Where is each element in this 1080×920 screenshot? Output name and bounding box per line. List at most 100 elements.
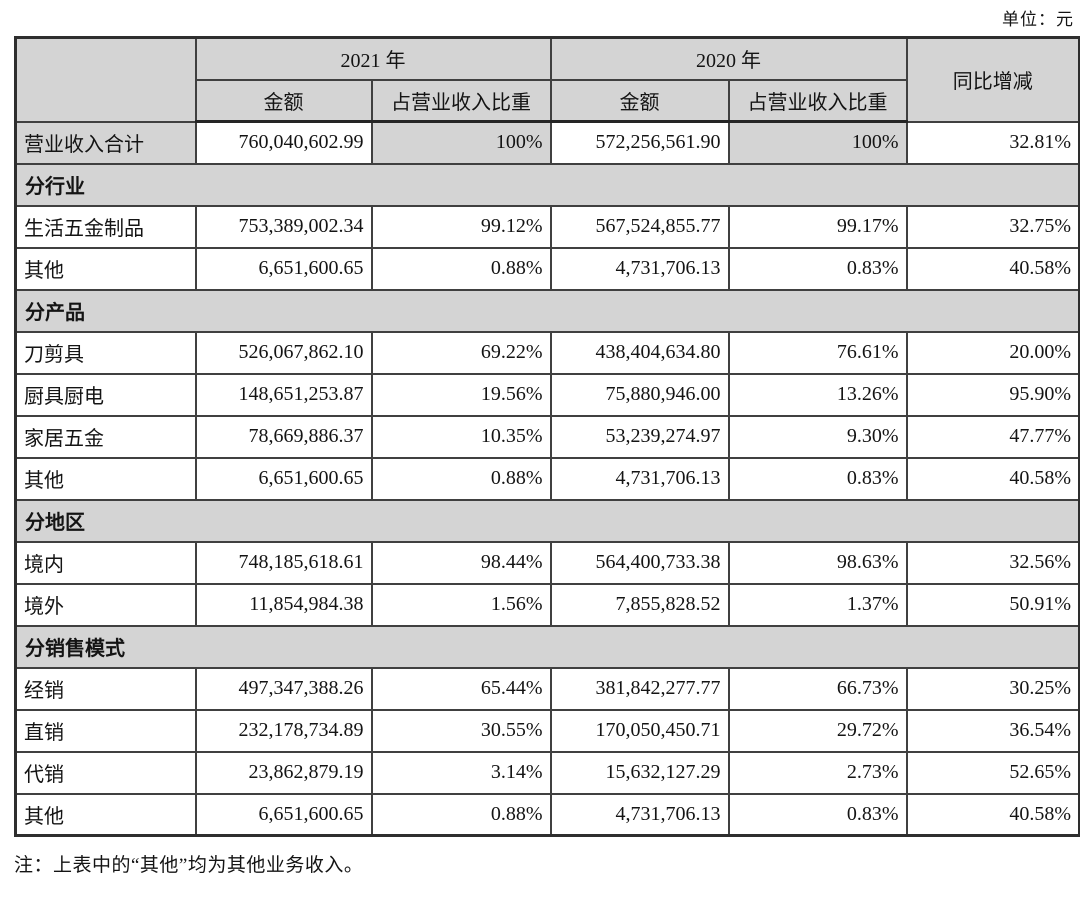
ratio-2021-cell: 1.56% [370,582,552,627]
table-row: 境外 11,854,984.38 1.56% 7,855,828.52 1.37… [14,582,1080,627]
amount-2021-cell: 497,347,388.26 [194,666,373,711]
row-label-cell: 其他 [14,246,197,291]
table-row: 直销 232,178,734.89 30.55% 170,050,450.71 … [14,708,1080,753]
section-title: 分产品 [14,288,1080,333]
year-2020-header: 2020 年 [549,36,908,81]
amount-2020-cell: 15,632,127.29 [549,750,730,795]
amount-2020-cell: 381,842,277.77 [549,666,730,711]
ratio-2021-header: 占营业收入比重 [370,78,552,123]
total-revenue-row: 营业收入合计 760,040,602.99 100% 572,256,561.9… [14,120,1080,165]
amount-2020-cell: 572,256,561.90 [549,120,730,165]
row-label-cell: 生活五金制品 [14,204,197,249]
unit-label: 单位：元 [1002,10,1074,29]
section-title: 分地区 [14,498,1080,543]
ratio-2020-cell: 0.83% [727,456,908,501]
ratio-2020-cell: 76.61% [727,330,908,375]
table-row: 厨具厨电 148,651,253.87 19.56% 75,880,946.00… [14,372,1080,417]
ratio-2020-cell: 66.73% [727,666,908,711]
row-label-cell: 刀剪具 [14,330,197,375]
amount-2021-cell: 23,862,879.19 [194,750,373,795]
amount-2021-cell: 753,389,002.34 [194,204,373,249]
ratio-2021-cell: 10.35% [370,414,552,459]
yoy-cell: 36.54% [905,708,1080,753]
row-label-cell: 其他 [14,792,197,837]
sub-header-row: 金额 占营业收入比重 金额 占营业收入比重 [16,78,1080,123]
amount-2020-cell: 4,731,706.13 [549,456,730,501]
empty-corner-cell [14,36,197,123]
yoy-cell: 20.00% [905,330,1080,375]
ratio-2021-cell: 98.44% [370,540,552,585]
table-row: 其他 6,651,600.65 0.88% 4,731,706.13 0.83%… [14,246,1080,291]
yoy-cell: 47.77% [905,414,1080,459]
yoy-cell: 52.65% [905,750,1080,795]
amount-2021-header: 金额 [194,78,373,123]
ratio-2020-cell: 98.63% [727,540,908,585]
row-label-cell: 经销 [14,666,197,711]
amount-2020-cell: 564,400,733.38 [549,540,730,585]
ratio-2021-cell: 0.88% [370,246,552,291]
row-label-cell: 境外 [14,582,197,627]
amount-2020-header: 金额 [549,78,730,123]
row-label-cell: 其他 [14,456,197,501]
row-label-cell: 厨具厨电 [14,372,197,417]
yoy-header: 同比增减 [905,36,1080,123]
ratio-2020-header: 占营业收入比重 [727,78,908,123]
ratio-2021-cell: 0.88% [370,456,552,501]
row-label-cell: 家居五金 [14,414,197,459]
ratio-2020-cell: 2.73% [727,750,908,795]
table-row: 其他 6,651,600.65 0.88% 4,731,706.13 0.83%… [14,456,1080,501]
yoy-cell: 32.75% [905,204,1080,249]
yoy-cell: 95.90% [905,372,1080,417]
ratio-2021-cell: 3.14% [370,750,552,795]
amount-2021-cell: 6,651,600.65 [194,246,373,291]
amount-2021-cell: 6,651,600.65 [194,456,373,501]
amount-2021-cell: 760,040,602.99 [194,120,373,165]
amount-2020-cell: 7,855,828.52 [549,582,730,627]
ratio-2020-cell: 0.83% [727,792,908,837]
section-header-row-sales-model: 分销售模式 [14,624,1080,669]
table-row: 生活五金制品 753,389,002.34 99.12% 567,524,855… [14,204,1080,249]
ratio-2021-cell: 99.12% [370,204,552,249]
ratio-2021-cell: 69.22% [370,330,552,375]
amount-2020-cell: 567,524,855.77 [549,204,730,249]
amount-2020-cell: 4,731,706.13 [549,792,730,837]
footnote: 注：上表中的“其他”均为其他业务收入。 [14,855,364,876]
table-row: 其他 6,651,600.65 0.88% 4,731,706.13 0.83%… [14,792,1080,837]
row-label-cell: 直销 [14,708,197,753]
amount-2021-cell: 232,178,734.89 [194,708,373,753]
ratio-2020-cell: 99.17% [727,204,908,249]
year-2021-header: 2021 年 [194,36,552,81]
ratio-2021-cell: 100% [370,120,552,165]
amount-2020-cell: 170,050,450.71 [549,708,730,753]
ratio-2020-cell: 1.37% [727,582,908,627]
section-title: 分行业 [14,162,1080,207]
yoy-cell: 30.25% [905,666,1080,711]
ratio-2021-cell: 30.55% [370,708,552,753]
amount-2021-cell: 148,651,253.87 [194,372,373,417]
ratio-2020-cell: 13.26% [727,372,908,417]
amount-2020-cell: 4,731,706.13 [549,246,730,291]
amount-2021-cell: 526,067,862.10 [194,330,373,375]
yoy-cell: 40.58% [905,456,1080,501]
amount-2021-cell: 11,854,984.38 [194,582,373,627]
amount-2021-cell: 6,651,600.65 [194,792,373,837]
amount-2021-cell: 748,185,618.61 [194,540,373,585]
ratio-2021-cell: 19.56% [370,372,552,417]
table-row: 境内 748,185,618.61 98.44% 564,400,733.38 … [14,540,1080,585]
yoy-cell: 40.58% [905,792,1080,837]
amount-2020-cell: 75,880,946.00 [549,372,730,417]
yoy-cell: 40.58% [905,246,1080,291]
yoy-cell: 32.81% [905,120,1080,165]
section-title: 分销售模式 [14,624,1080,669]
ratio-2020-cell: 0.83% [727,246,908,291]
table-row: 家居五金 78,669,886.37 10.35% 53,239,274.97 … [14,414,1080,459]
row-label-cell: 境内 [14,540,197,585]
ratio-2020-cell: 100% [727,120,908,165]
ratio-2020-cell: 29.72% [727,708,908,753]
ratio-2020-cell: 9.30% [727,414,908,459]
revenue-breakdown-table: 2021 年 2020 年 同比增减 金额 占营业收入比重 金额 占营业收入比重… [14,36,1080,837]
table-row: 代销 23,862,879.19 3.14% 15,632,127.29 2.7… [14,750,1080,795]
amount-2021-cell: 78,669,886.37 [194,414,373,459]
section-header-row-region: 分地区 [14,498,1080,543]
